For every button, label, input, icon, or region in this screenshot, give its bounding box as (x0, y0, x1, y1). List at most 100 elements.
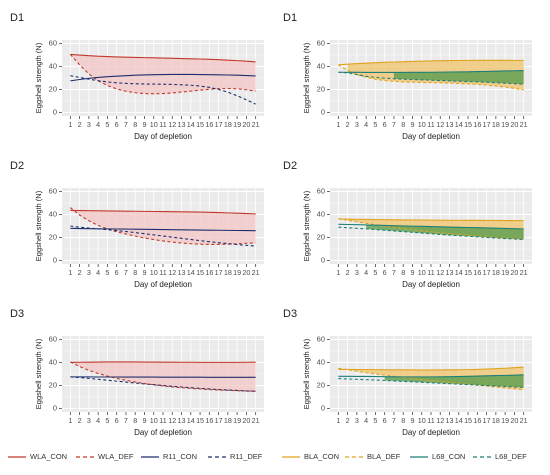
x-tick-label: 21 (520, 120, 528, 129)
x-tick-label: 17 (215, 120, 223, 129)
x-tick-label: 7 (124, 416, 128, 425)
legend-label: R11_CON (163, 452, 197, 461)
legend-label: R11_DEF (230, 452, 263, 461)
x-tick-label: 21 (252, 268, 260, 277)
x-tick-label: 3 (355, 416, 359, 425)
x-tick-label: 13 (178, 268, 186, 277)
x-tick-label: 16 (473, 416, 481, 425)
x-tick-label: 10 (150, 120, 158, 129)
y-tick-label: 0 (53, 108, 57, 117)
y-tick-label: 60 (317, 38, 325, 47)
x-tick-label: 6 (115, 416, 119, 425)
y-tick-label: 20 (317, 380, 325, 389)
x-tick-label: 7 (392, 416, 396, 425)
ribbon-l68-con (384, 374, 524, 388)
x-tick-label: 18 (492, 120, 500, 129)
x-tick-label: 21 (252, 416, 260, 425)
y-tick-label: 60 (49, 38, 57, 47)
x-axis-title: Day of depletion (402, 428, 460, 437)
x-axis-title: Day of depletion (134, 132, 192, 141)
y-tick-label: 20 (49, 380, 57, 389)
x-tick-label: 2 (78, 120, 82, 129)
x-tick-label: 17 (215, 416, 223, 425)
series-line-l68-def (338, 71, 524, 85)
x-tick-label: 8 (133, 120, 137, 129)
x-tick-label: 4 (364, 268, 368, 277)
x-tick-label: 13 (178, 120, 186, 129)
series-line-r11-def (70, 225, 256, 247)
y-axis-title: Eggshell strength (N) (34, 190, 43, 261)
y-axis-title: Eggshell strength (N) (302, 338, 311, 409)
x-tick-label: 14 (187, 268, 195, 277)
x-tick-label: 16 (205, 268, 213, 277)
x-tick-label: 12 (436, 416, 444, 425)
y-tick-label: 20 (317, 232, 325, 241)
x-tick-label: 5 (373, 268, 377, 277)
x-tick-label: 4 (96, 416, 100, 425)
x-tick-label: 5 (105, 416, 109, 425)
x-tick-label: 14 (455, 120, 463, 129)
series-line-r11-con (70, 227, 256, 232)
x-tick-label: 3 (87, 120, 91, 129)
series-line-r11-def (70, 75, 256, 105)
x-tick-label: 15 (464, 268, 472, 277)
x-tick-label: 9 (142, 416, 146, 425)
panel-title: D2 (283, 160, 297, 172)
panel-title: D2 (10, 160, 24, 172)
series-line-wla-def (69, 54, 256, 95)
x-tick-label: 6 (383, 120, 387, 129)
x-tick-label: 8 (133, 416, 137, 425)
ribbon-l68-con (393, 70, 524, 85)
x-tick-label: 3 (355, 268, 359, 277)
legend-label: L68_CON (432, 452, 465, 461)
x-axis-title: Day of depletion (134, 428, 192, 437)
x-tick-label: 17 (483, 416, 491, 425)
x-tick-label: 15 (464, 120, 472, 129)
x-tick-label: 8 (133, 268, 137, 277)
x-tick-label: 20 (510, 120, 518, 129)
legend-label: BLA_CON (304, 452, 339, 461)
y-tick-label: 20 (49, 84, 57, 93)
y-tick-label: 40 (49, 61, 57, 70)
x-tick-label: 12 (168, 120, 176, 129)
x-tick-label: 18 (224, 268, 232, 277)
x-tick-label: 3 (87, 268, 91, 277)
x-tick-label: 11 (159, 268, 166, 277)
y-axis-title: Eggshell strength (N) (302, 190, 311, 261)
x-tick-label: 10 (418, 268, 426, 277)
x-tick-label: 14 (455, 268, 463, 277)
x-tick-label: 20 (510, 268, 518, 277)
x-tick-label: 4 (96, 268, 100, 277)
x-tick-label: 11 (427, 268, 434, 277)
y-tick-label: 40 (317, 61, 325, 70)
x-tick-label: 10 (418, 120, 426, 129)
x-tick-label: 20 (242, 120, 250, 129)
y-tick-label: 40 (317, 357, 325, 366)
x-tick-label: 7 (392, 268, 396, 277)
x-tick-label: 7 (392, 120, 396, 129)
x-tick-label: 1 (68, 120, 72, 129)
x-tick-label: 18 (224, 120, 232, 129)
x-tick-label: 11 (159, 120, 166, 129)
x-axis-title: Day of depletion (402, 132, 460, 141)
x-tick-label: 13 (178, 416, 186, 425)
x-tick-label: 18 (224, 416, 232, 425)
x-tick-label: 9 (410, 120, 414, 129)
x-tick-label: 19 (233, 120, 241, 129)
x-tick-label: 8 (401, 120, 405, 129)
y-tick-label: 60 (317, 186, 325, 195)
x-tick-label: 6 (115, 120, 119, 129)
y-tick-label: 60 (49, 334, 57, 343)
x-tick-label: 12 (168, 268, 176, 277)
series-line-r11-con (70, 73, 256, 82)
x-tick-label: 2 (78, 268, 82, 277)
series-line-bla-con (338, 218, 524, 222)
x-tick-label: 11 (427, 416, 434, 425)
x-tick-label: 15 (464, 416, 472, 425)
x-tick-label: 21 (520, 268, 528, 277)
x-tick-label: 9 (142, 120, 146, 129)
series-line-bla-con (338, 366, 524, 371)
x-tick-label: 18 (492, 416, 500, 425)
y-tick-label: 0 (321, 256, 325, 265)
